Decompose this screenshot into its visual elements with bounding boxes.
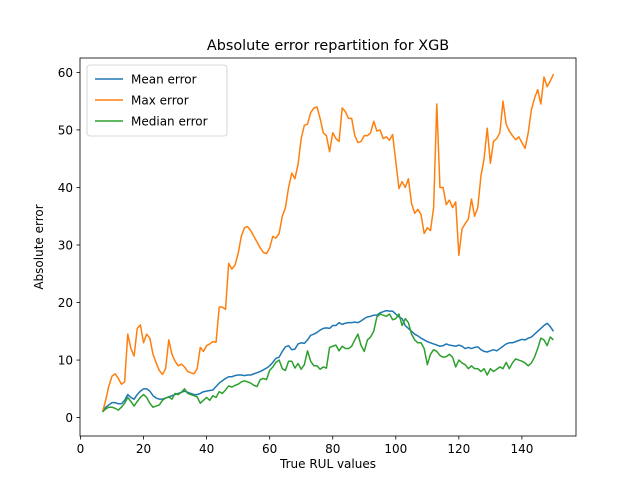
y-tick-label: 10	[58, 354, 73, 368]
chart-title: Absolute error repartition for XGB	[207, 38, 449, 54]
x-tick-label: 80	[325, 442, 340, 456]
y-tick-label: 50	[58, 123, 73, 137]
line-series	[101, 73, 555, 413]
legend-label: Mean error	[131, 73, 197, 87]
line-series	[102, 313, 554, 413]
x-tick-label: 140	[510, 442, 533, 456]
x-tick-label: 40	[199, 442, 214, 456]
x-tick-label: 60	[262, 442, 277, 456]
y-axis-label: Absolute error	[32, 204, 46, 289]
y-tick-label: 60	[58, 66, 73, 80]
y-tick-label: 40	[58, 181, 73, 195]
x-tick-label: 100	[384, 442, 407, 456]
legend-label: Max error	[131, 94, 189, 108]
y-tick-label: 0	[65, 411, 73, 425]
y-tick-label: 30	[58, 238, 73, 252]
legend-box	[86, 64, 228, 137]
x-tick-label: 20	[136, 442, 151, 456]
x-tick-label: 120	[447, 442, 470, 456]
legend-label: Median error	[131, 115, 208, 129]
x-tick-label: 0	[77, 442, 85, 456]
y-tick-label: 20	[58, 296, 73, 310]
plot-frame	[79, 57, 577, 437]
x-axis-label: True RUL values	[279, 457, 376, 471]
